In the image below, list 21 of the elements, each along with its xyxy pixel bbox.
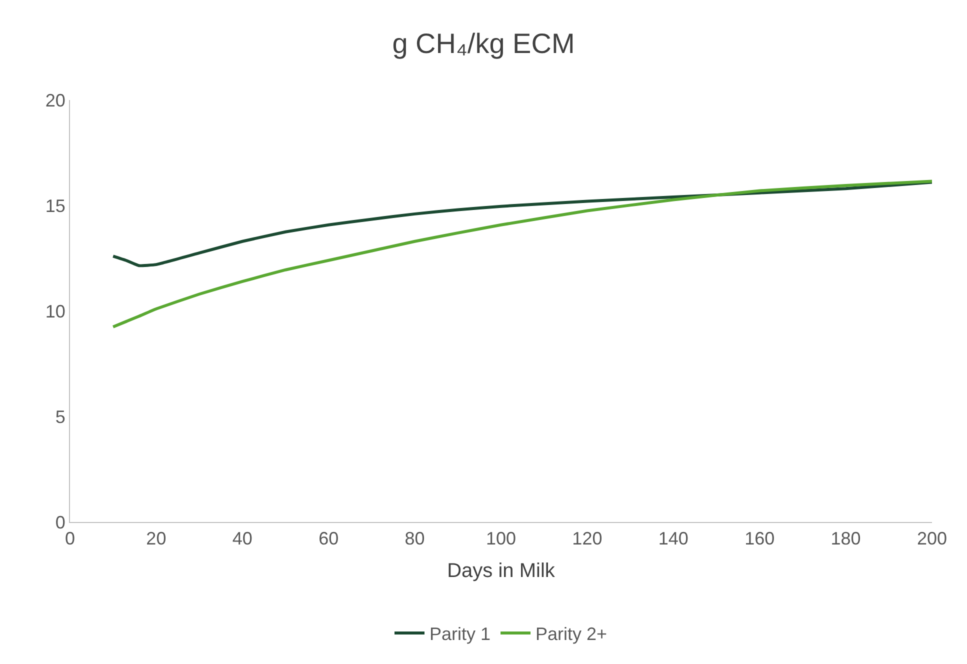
legend-label: Parity 2+: [536, 624, 608, 644]
line-series: [112, 180, 932, 268]
x-tick-label: 180: [830, 528, 861, 549]
x-tick-label: 120: [572, 528, 602, 549]
x-tick-label: 40: [232, 528, 252, 549]
line-series: [112, 180, 932, 328]
y-tick-label: 10: [45, 301, 66, 322]
x-tick-label: 200: [916, 528, 948, 549]
x-tick-label: 160: [744, 528, 775, 549]
y-tick-label: 20: [45, 90, 66, 110]
x-tick-label: 140: [658, 528, 688, 549]
chart-title: g CH₄/kg ECM: [392, 28, 575, 59]
x-tick-label: 100: [486, 528, 516, 549]
x-tick-label: 20: [146, 528, 166, 549]
y-tick-label: 0: [55, 512, 66, 532]
y-tick-label: 15: [45, 196, 66, 216]
legend-label: Parity 1: [430, 624, 491, 644]
x-tick-label: 60: [318, 528, 339, 549]
x-axis-title: Days in Milk: [447, 560, 556, 582]
x-tick-label: 80: [404, 528, 425, 549]
y-tick-label: 5: [55, 406, 66, 427]
